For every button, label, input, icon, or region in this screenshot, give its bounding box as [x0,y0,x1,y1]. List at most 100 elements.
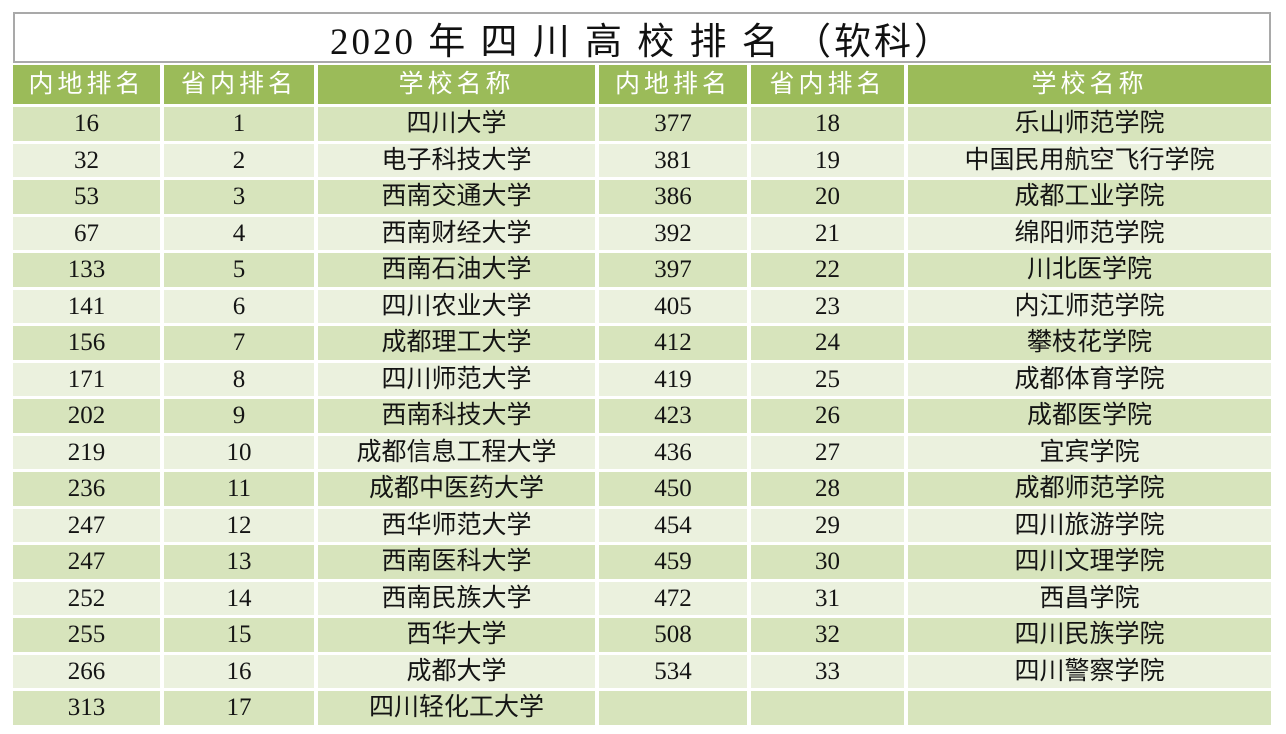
table-cell: 西华师范大学 [318,508,595,542]
table-cell: 423 [599,399,747,433]
table-cell: 四川大学 [318,107,595,141]
table-cell: 27 [751,435,904,469]
table-cell: 266 [13,654,160,688]
table-cell: 67 [13,216,160,250]
table-cell: 四川文理学院 [908,545,1271,579]
table-cell: 7 [164,326,314,360]
table-cell [751,691,904,725]
table-cell: 202 [13,399,160,433]
column-header: 内地排名 [13,65,160,104]
table-cell: 23 [751,289,904,323]
table-cell: 攀枝花学院 [908,326,1271,360]
table-cell: 534 [599,654,747,688]
table-cell: 412 [599,326,747,360]
table-cell: 西南民族大学 [318,581,595,615]
table-cell: 西南财经大学 [318,216,595,250]
ranking-table: 2020 年 四 川 高 校 排 名 （软科） 内地排名 省内排名 学校名称 内地排名… [13,12,1271,725]
table-cell: 171 [13,362,160,396]
table-cell: 386 [599,180,747,214]
table-cell: 247 [13,508,160,542]
table-cell: 6 [164,289,314,323]
table-cell: 247 [13,545,160,579]
table-cell: 成都工业学院 [908,180,1271,214]
table-cell: 内江师范学院 [908,289,1271,323]
table-cell: 156 [13,326,160,360]
table-cell: 32 [13,143,160,177]
table-cell: 乐山师范学院 [908,107,1271,141]
table-cell: 21 [751,216,904,250]
table-cell: 9 [164,399,314,433]
table-cell: 四川农业大学 [318,289,595,323]
table-cell: 电子科技大学 [318,143,595,177]
column-header: 学校名称 [318,65,595,104]
table-cell: 252 [13,581,160,615]
table-cell: 32 [751,618,904,652]
table-cell [599,691,747,725]
table-cell: 成都中医药大学 [318,472,595,506]
table-cell: 中国民用航空飞行学院 [908,143,1271,177]
table-cell: 11 [164,472,314,506]
table-cell: 255 [13,618,160,652]
table-cell: 436 [599,435,747,469]
column-header: 内地排名 [599,65,747,104]
table-cell: 450 [599,472,747,506]
table-cell: 西华大学 [318,618,595,652]
table-cell: 29 [751,508,904,542]
table-cell: 5 [164,253,314,287]
table-cell: 236 [13,472,160,506]
table-cell: 西南医科大学 [318,545,595,579]
table-cell: 377 [599,107,747,141]
table-cell: 10 [164,435,314,469]
table-cell: 141 [13,289,160,323]
table-cell: 宜宾学院 [908,435,1271,469]
table-cell: 381 [599,143,747,177]
table-cell: 18 [751,107,904,141]
table-cell: 成都体育学院 [908,362,1271,396]
table-cell: 459 [599,545,747,579]
table-cell: 成都师范学院 [908,472,1271,506]
table-cell: 454 [599,508,747,542]
table-cell: 西南科技大学 [318,399,595,433]
table-cell: 8 [164,362,314,396]
table-cell: 成都理工大学 [318,326,595,360]
table-cell: 31 [751,581,904,615]
table-cell: 16 [13,107,160,141]
table-cell: 219 [13,435,160,469]
table-cell: 西南石油大学 [318,253,595,287]
table-cell: 53 [13,180,160,214]
table-cell: 19 [751,143,904,177]
table-cell: 25 [751,362,904,396]
table-cell: 3 [164,180,314,214]
table-cell: 西昌学院 [908,581,1271,615]
column-header: 学校名称 [908,65,1271,104]
table-cell: 四川警察学院 [908,654,1271,688]
table-cell: 川北医学院 [908,253,1271,287]
table-cell: 30 [751,545,904,579]
page-title: 2020 年 四 川 高 校 排 名 （软科） [13,12,1271,63]
table-cell: 419 [599,362,747,396]
table-cell: 1 [164,107,314,141]
table-cell: 四川旅游学院 [908,508,1271,542]
table-cell: 392 [599,216,747,250]
table-cell: 4 [164,216,314,250]
table-cell: 13 [164,545,314,579]
table-cell: 17 [164,691,314,725]
table-cell: 24 [751,326,904,360]
table-cell: 成都大学 [318,654,595,688]
table-cell: 508 [599,618,747,652]
table-cell: 22 [751,253,904,287]
table-cell: 313 [13,691,160,725]
table-cell: 28 [751,472,904,506]
table-cell: 四川轻化工大学 [318,691,595,725]
table-cell: 12 [164,508,314,542]
table-cell: 16 [164,654,314,688]
column-header: 省内排名 [751,65,904,104]
table-cell: 成都医学院 [908,399,1271,433]
table-cell [908,691,1271,725]
table-cell: 472 [599,581,747,615]
column-header: 省内排名 [164,65,314,104]
table-cell: 15 [164,618,314,652]
ranking-grid: 内地排名 省内排名 学校名称 内地排名 省内排名 学校名称 16 1 四川大学 377 18 乐山师范… [13,65,1271,725]
table-cell: 成都信息工程大学 [318,435,595,469]
